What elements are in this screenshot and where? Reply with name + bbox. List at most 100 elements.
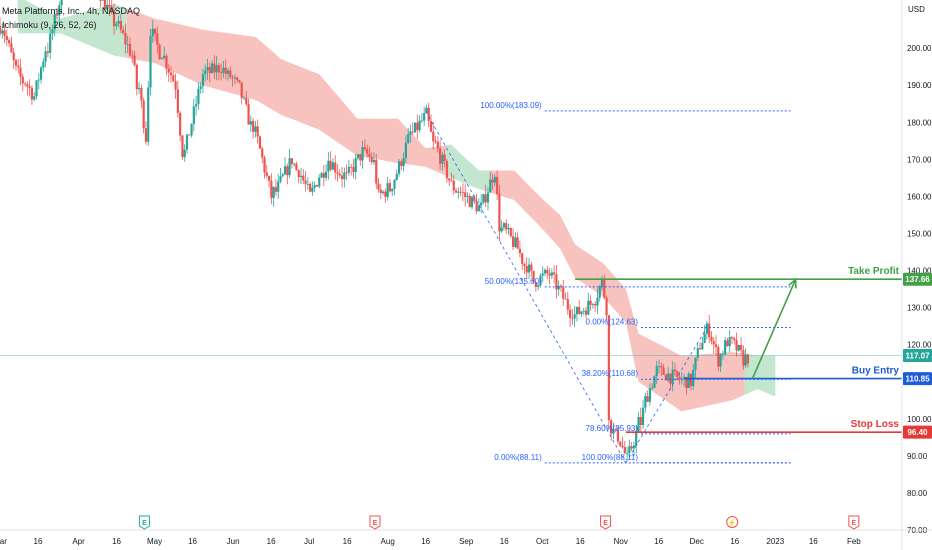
dividend-marker-icon [726, 516, 739, 528]
candle-body [397, 161, 401, 174]
candle-body [502, 223, 506, 228]
candle-body [386, 183, 389, 197]
candle-body [236, 77, 239, 80]
y-tick-label: 140.00 [907, 267, 932, 276]
candle-body [302, 175, 305, 181]
candle-body [238, 79, 241, 83]
candle-body [352, 167, 355, 173]
candle-body [363, 147, 366, 150]
y-tick-label: 200.00 [907, 44, 932, 53]
candle-body [475, 201, 478, 212]
candle-body [573, 314, 576, 319]
candle-body [252, 121, 255, 132]
candle-body [249, 121, 252, 125]
candle-body [632, 445, 636, 449]
candle-body [135, 64, 138, 90]
candle-body [359, 154, 362, 161]
candle-body [480, 202, 483, 206]
candle-body [224, 67, 227, 74]
candle-body [404, 142, 407, 159]
candle-body [10, 43, 13, 53]
candle-body [345, 172, 348, 174]
candle-body [206, 67, 209, 71]
candle-body [525, 266, 528, 273]
candle-body [671, 369, 674, 384]
candle-body [108, 5, 111, 7]
candle-body [153, 28, 157, 34]
candle-body [653, 376, 656, 388]
candle-body [689, 373, 693, 387]
candle-body [564, 298, 567, 300]
candle-body [621, 445, 624, 448]
candle-body [343, 172, 346, 180]
candle-body [719, 354, 722, 367]
ichimoku-cloud [17, 0, 776, 412]
price-tag-buy_entry-bg [903, 372, 932, 386]
candle-body [612, 428, 615, 434]
candle-body [548, 273, 551, 276]
candle-body [532, 270, 535, 283]
candle-body [220, 72, 223, 74]
candle-body [648, 388, 651, 402]
candle-body [222, 67, 225, 73]
candle-body [366, 149, 369, 154]
x-tick-label: Nov [614, 537, 628, 546]
candle-body [486, 192, 490, 203]
projection-arrow-head [788, 277, 797, 289]
candle-body [637, 417, 640, 432]
candle-body [461, 191, 465, 193]
candle-body [128, 44, 132, 56]
candle-body [516, 237, 519, 249]
earnings-marker-icon [369, 515, 381, 530]
event-marker-glyph: E [373, 520, 378, 527]
candle-body [99, 0, 102, 1]
candle-body [245, 97, 248, 105]
candle-body [247, 104, 250, 125]
candle-body [673, 369, 677, 372]
candle-body [423, 113, 426, 121]
y-tick-label: 150.00 [907, 229, 932, 238]
candle-body [12, 52, 15, 61]
x-tick-label: May [147, 537, 162, 546]
candle-body [217, 65, 221, 73]
trade-label-buy_entry: Buy Entry [852, 366, 900, 377]
candle-body [555, 274, 558, 290]
candle-body [201, 74, 205, 87]
candle-body [242, 97, 246, 99]
y-tick-label: 80.00 [907, 489, 928, 498]
candle-body [450, 180, 453, 182]
candle-body [368, 153, 371, 157]
candle-body [35, 80, 38, 97]
candle-body [730, 336, 734, 339]
cloud-segment-bear [126, 8, 446, 176]
candle-body [288, 158, 291, 176]
candle-body [336, 172, 339, 174]
candle-body [580, 311, 583, 314]
candle-body [411, 131, 414, 133]
candle-body [537, 285, 540, 287]
candle-body [272, 187, 275, 198]
candle-body [543, 269, 547, 274]
candle-body [664, 374, 667, 381]
candle-body [505, 223, 508, 230]
candle-body [270, 180, 273, 198]
candle-body [233, 77, 236, 79]
y-tick-label: 190.00 [907, 81, 932, 90]
candle-body [644, 396, 647, 408]
candle-body [160, 57, 164, 60]
candle-body [717, 347, 720, 367]
fib-upper-level-label: 100.00%(183.09) [480, 101, 542, 110]
candle-body [639, 417, 642, 425]
candle-body [701, 342, 704, 350]
candle-body [361, 147, 364, 161]
y-tick-label: 90.00 [907, 452, 928, 461]
candle-body [457, 191, 460, 193]
candle-body [340, 175, 344, 180]
price-tag-buy_entry: 110.85 [905, 375, 930, 384]
candle-body [605, 297, 608, 316]
x-tick-label: Aug [381, 537, 395, 546]
x-tick-label: 16 [576, 537, 585, 546]
candle-body [158, 44, 161, 60]
